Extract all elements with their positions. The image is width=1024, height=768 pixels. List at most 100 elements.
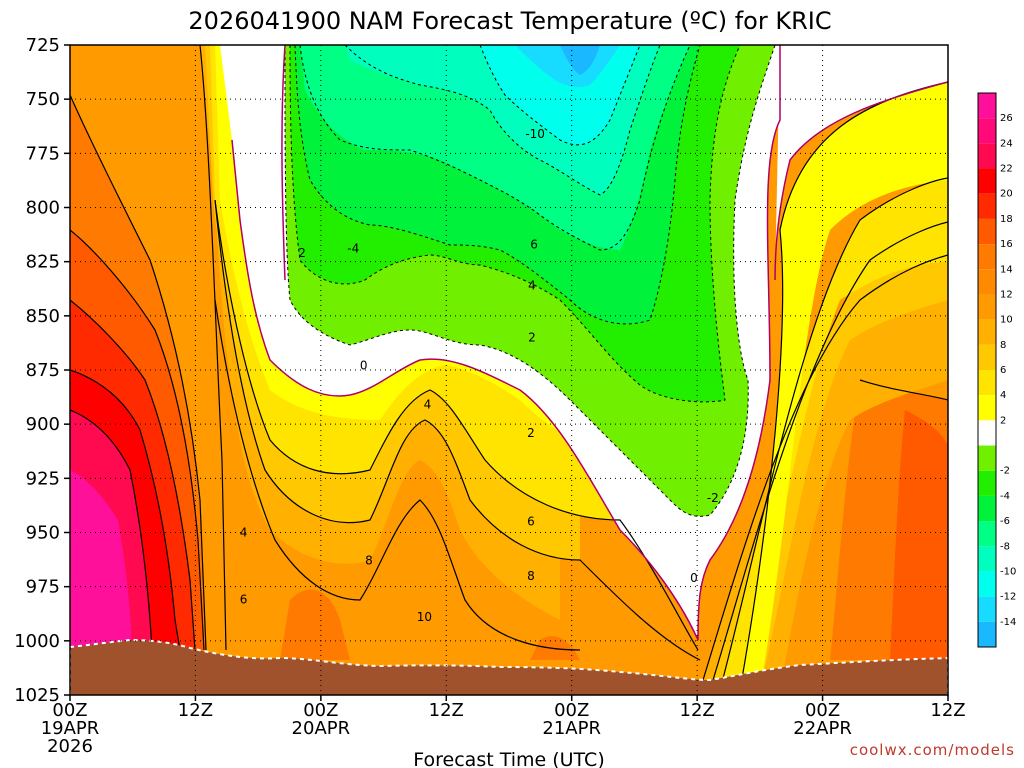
x-tick-label: 21APR [542,718,601,739]
contour-line [214,299,581,651]
y-tick-label: 750 [26,89,60,110]
contour-line [214,199,701,661]
x-tick-label: 00Z [52,700,87,721]
x-tick-label: 12Z [680,700,715,721]
contour-label-text: 10 [417,610,432,624]
colorbar-swatch [978,244,996,270]
x-tick-label: 2026 [47,736,93,757]
x-tick-label: 19APR [41,718,100,739]
colorbar-swatch [978,420,996,446]
x-tick-label: 12Z [930,700,965,721]
contour-line [70,94,207,651]
contour-label: 10 [417,610,432,624]
x-tick-label: 22APR [793,718,852,739]
plot-area [70,45,948,695]
contour-line [719,177,948,691]
y-tick-label: 1025 [14,685,60,706]
contour-label: 0 [690,571,698,585]
colorbar-swatch [978,521,996,547]
contour-line [294,45,701,325]
colorbar-label: -8 [1000,541,1010,552]
y-tick-label: 1000 [14,631,60,652]
freezing-contour-lines [231,45,948,641]
contour-line [344,45,661,196]
contour-label: 4 [424,398,432,412]
contour-label: -2 [707,491,719,505]
colorbar-frame [977,92,997,648]
colorbar-swatch [978,546,996,572]
colorbar: 26 24 22 20 18 16 14 12 10 8 6 4 2 -2 -4 -6 -8 -10 -12 -14 [977,92,1016,648]
band-mid2-14 [530,636,580,660]
colorbar-label: -6 [1000,516,1010,527]
colorbar-swatch [978,294,996,320]
contour-line [70,369,181,651]
contour-label-text: 4 [240,526,248,540]
colorbar-swatch [978,445,996,471]
contour-label-text: 2 [527,426,535,440]
y-tick-label: 950 [26,523,60,544]
colorbar-swatch [978,344,996,370]
colorbar-swatch [978,596,996,622]
contour-label-text: -4 [347,242,359,256]
y-tick-label: 850 [26,306,60,327]
colorbar-label: 10 [1000,315,1013,326]
contour-label-text: -10 [525,127,545,141]
contour-line [859,379,948,401]
colorbar-label: 18 [1000,214,1013,225]
contour-label: 8 [527,569,535,583]
x-axis-label: Forecast Time (UTC) [413,749,604,768]
contour-label: 8 [365,554,373,568]
contour-label: 0 [360,359,368,373]
contour-label: 2 [527,426,535,440]
colorbar-swatch [978,218,996,245]
colorbar-label: 26 [1000,113,1013,124]
colorbar-label: 20 [1000,189,1013,200]
contour-label-text: 2 [528,331,536,345]
colorbar-swatch [978,495,996,522]
colorbar-swatch [978,168,996,194]
contour-label: 6 [527,515,535,529]
y-tick-label: 825 [26,252,60,273]
colorbar-swatch [978,621,996,647]
colorbar-swatch [978,143,996,169]
contour-line [70,409,153,651]
colorbar-label: 2 [1000,415,1006,426]
band-neg16 [560,45,600,75]
contour-line [70,299,196,651]
colorbar-swatch [978,319,996,345]
contour-label-text: 4 [528,279,536,293]
contour-label: -4 [347,242,359,256]
contour-line [739,81,948,691]
contour-line [231,45,781,641]
contour-line [289,45,741,403]
colorbar-label: 14 [1000,264,1013,275]
band-2-right [740,82,948,690]
band-mid-14 [280,589,350,660]
x-tick-label: 12Z [178,700,213,721]
colorbar-swatch [978,395,996,421]
contour-label-text: 0 [690,571,698,585]
contour-line [284,45,776,517]
band-0-right [775,45,948,280]
band-24 [70,470,132,650]
contour-line [299,45,691,251]
contour-label-text: 8 [365,554,373,568]
contour-line [709,221,948,691]
x-tick-label: 00Z [303,700,338,721]
contour-label: 6 [530,237,538,251]
contour-label: 2 [298,246,306,260]
x-tick-label: 00Z [805,700,840,721]
contour-line [70,229,205,651]
contour-label-text: 4 [424,398,432,412]
colorbar-label: 16 [1000,239,1013,250]
contour-label-text: 0 [360,359,368,373]
x-tick-label: 12Z [429,700,464,721]
colorbar-swatch [978,370,996,396]
y-tick-label: 975 [26,577,60,598]
colorbar-label: 24 [1000,138,1013,149]
contour-line [479,45,641,146]
colorbar-label: -14 [1000,617,1016,628]
colorbar-swatch [978,470,996,496]
